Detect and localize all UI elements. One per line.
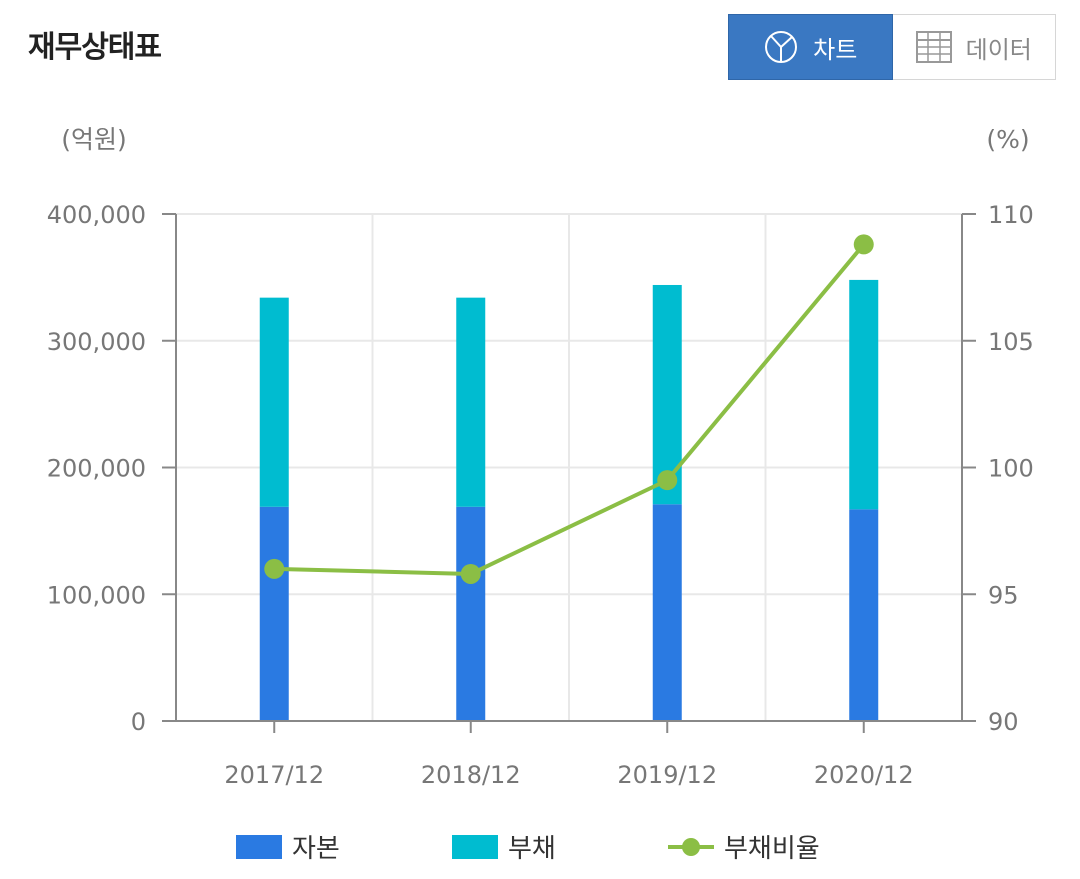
left-tick-label: 400,000 [47, 201, 146, 229]
ratio-line [274, 243, 866, 576]
left-tick-label: 300,000 [47, 328, 146, 356]
capital-bar [849, 509, 879, 721]
ratio-point [853, 234, 874, 255]
data-view-button[interactable]: 데이터 [892, 14, 1056, 80]
ratio-point [657, 470, 678, 491]
liability-bar [456, 297, 486, 507]
x-tick-label: 2018/12 [421, 761, 521, 789]
legend-label-ratio: 부채비율 [724, 834, 820, 864]
legend-item-capital[interactable]: 자본 [236, 828, 340, 865]
ratio-point [264, 558, 285, 579]
capital-swatch [236, 834, 282, 859]
ratio-swatch [668, 835, 714, 859]
capital-bar [652, 504, 682, 721]
table-icon [915, 31, 952, 63]
right-tick-label: 105 [988, 328, 1034, 356]
left-tick-label: 100,000 [47, 581, 146, 609]
ratio-point [460, 563, 481, 584]
x-tick-label: 2017/12 [224, 761, 324, 789]
right-axis-unit: (%) [986, 125, 1029, 154]
legend-item-liability[interactable]: 부채 [452, 828, 556, 865]
financial-chart: (억원) (%) 0 100,000 200,000 300,000 400,000 90… [47, 125, 1034, 789]
liability-swatch [452, 834, 498, 859]
liability-bar [849, 279, 879, 510]
capital-bar [259, 506, 289, 721]
left-tick-label: 0 [131, 708, 146, 736]
liability-bar [259, 297, 289, 507]
page-title: 재무상태표 [28, 30, 162, 65]
chart-view-button[interactable]: 차트 [728, 14, 893, 80]
left-tick-label: 200,000 [47, 455, 146, 483]
view-toggle: 차트 데이터 [728, 14, 1056, 80]
x-tick-label: 2019/12 [617, 761, 717, 789]
right-tick-label: 90 [988, 708, 1019, 736]
legend-label-liability: 부채 [508, 834, 556, 864]
right-tick-label: 100 [988, 455, 1034, 483]
legend-item-ratio[interactable]: 부채비율 [668, 828, 820, 865]
right-tick-label: 110 [988, 201, 1034, 229]
x-tick-label: 2020/12 [814, 761, 914, 789]
legend: 자본 부채 부채비율 [0, 828, 1080, 872]
pie-chart-icon [763, 29, 799, 65]
capital-bar [456, 506, 486, 721]
legend-label-capital: 자본 [292, 834, 340, 864]
chart-view-label: 차트 [813, 35, 858, 64]
left-axis-unit: (억원) [61, 125, 127, 154]
right-tick-label: 95 [988, 581, 1019, 609]
data-view-label: 데이터 [965, 35, 1032, 64]
